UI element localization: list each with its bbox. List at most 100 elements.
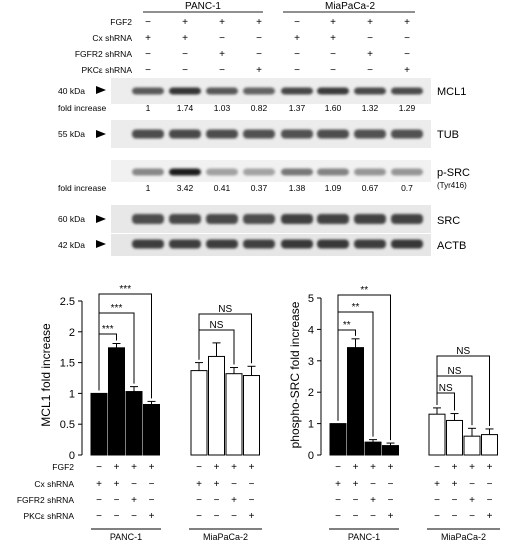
band-src: [132, 214, 164, 224]
condition-sign: +: [388, 511, 394, 522]
blot-condition-sign: −: [367, 33, 373, 44]
band-label-tyr416: (Tyr416): [437, 181, 467, 190]
significance-label: ***: [111, 303, 123, 314]
condition-sign: +: [487, 511, 493, 522]
condition-sign: +: [131, 495, 137, 506]
psrc-fold-value: 1.09: [325, 183, 342, 193]
condition-sign: −: [335, 495, 341, 506]
condition-row-label: Cx shRNA: [34, 479, 74, 489]
condition-sign: +: [149, 511, 155, 522]
significance-label: NS: [448, 366, 462, 377]
condition-sign: −: [149, 479, 155, 490]
bar: [382, 445, 399, 456]
condition-sign: −: [131, 511, 137, 522]
condition-sign: +: [114, 462, 120, 473]
band-psrc: [354, 168, 386, 176]
band-psrc: [243, 168, 275, 176]
band-actb: [354, 239, 386, 249]
condition-sign: +: [388, 462, 394, 473]
significance-bracket: [337, 294, 391, 441]
band-tub: [169, 129, 201, 139]
condition-sign: −: [231, 511, 237, 522]
condition-sign: −: [149, 495, 155, 506]
condition-sign: −: [388, 495, 394, 506]
blot-condition-sign: +: [330, 33, 336, 44]
condition-sign: −: [469, 479, 475, 490]
condition-sign: −: [370, 511, 376, 522]
blot-condition-sign: −: [294, 17, 300, 28]
condition-sign: +: [335, 479, 341, 490]
band-psrc: [391, 168, 423, 176]
band-label-actb: ACTB: [437, 240, 466, 252]
band-label-tub: TUB: [437, 129, 459, 141]
blot-condition-sign: −: [219, 65, 225, 76]
blot-condition-sign: −: [330, 65, 336, 76]
condition-sign: −: [434, 495, 440, 506]
condition-sign: −: [96, 462, 102, 473]
blot-row-label-cx: Cx shRNA: [92, 33, 132, 43]
condition-sign: +: [196, 479, 202, 490]
chart1-ylabel: MCL1 fold increase: [39, 323, 53, 427]
band-src: [243, 214, 275, 224]
condition-sign: −: [487, 495, 493, 506]
significance-label: **: [360, 285, 368, 296]
marker-arrow-icon: [96, 130, 106, 138]
band-actb: [132, 239, 164, 249]
band-src: [169, 214, 201, 224]
band-src: [206, 214, 238, 224]
condition-sign: −: [353, 495, 359, 506]
group-label: PANC-1: [110, 532, 142, 542]
blot-condition-sign: −: [256, 33, 262, 44]
blot-bands: [132, 87, 423, 249]
group-label: MiaPaCa-2: [441, 532, 486, 542]
band-mcl1: [317, 87, 349, 95]
condition-sign: −: [249, 479, 255, 490]
band-mcl1: [391, 87, 423, 95]
condition-sign: −: [388, 479, 394, 490]
psrc-fold-value: 1.38: [289, 183, 306, 193]
psrc-fold-value: 0.67: [362, 183, 379, 193]
condition-sign: +: [469, 462, 475, 473]
blot-group-miapaca2: MiaPaCa-2: [325, 1, 375, 12]
blot-condition-signs: − + + + − + + + + + − − + + − − − − + − − − + − − − − + − − − +: [145, 17, 410, 76]
condition-sign: −: [214, 495, 220, 506]
condition-sign: +: [370, 462, 376, 473]
condition-sign: −: [196, 495, 202, 506]
blot-condition-sign: −: [145, 49, 151, 60]
psrc-fold-value: 0.41: [214, 183, 231, 193]
y-tick-label: 3: [308, 356, 314, 368]
blot-row-label-pkce: PKCε shRNA: [81, 65, 132, 75]
bar: [329, 423, 347, 456]
significance-label: ***: [119, 284, 131, 295]
blot-condition-sign: +: [219, 17, 225, 28]
band-tub: [354, 129, 386, 139]
condition-sign: −: [335, 462, 341, 473]
condition-sign: +: [96, 479, 102, 490]
y-tick-label: 2: [308, 387, 314, 399]
condition-sign: +: [353, 462, 359, 473]
condition-sign: +: [131, 462, 137, 473]
blot-condition-sign: −: [256, 49, 262, 60]
condition-sign: −: [196, 511, 202, 522]
band-label-mcl1: MCL1: [437, 86, 466, 98]
band-actb: [243, 239, 275, 249]
blot-condition-sign: −: [404, 33, 410, 44]
band-src: [391, 214, 423, 224]
bar: [108, 347, 125, 456]
band-mcl1: [206, 87, 238, 95]
blot-condition-sign: −: [367, 65, 373, 76]
significance-bracket: [198, 313, 252, 364]
band-actb: [206, 239, 238, 249]
condition-sign: −: [249, 495, 255, 506]
band-label-psrc: p-SRC: [437, 167, 470, 179]
band-actb: [317, 239, 349, 249]
blot-condition-sign: −: [219, 33, 225, 44]
chart2-ylabel: phospho-SRC fold increase: [288, 301, 302, 448]
condition-sign: +: [487, 462, 493, 473]
band-tub: [317, 129, 349, 139]
marker-60kda: 60 kDa: [58, 214, 85, 224]
psrc-fold-value: 1: [146, 183, 151, 193]
mcl1-fold-value: 1.37: [289, 103, 306, 113]
